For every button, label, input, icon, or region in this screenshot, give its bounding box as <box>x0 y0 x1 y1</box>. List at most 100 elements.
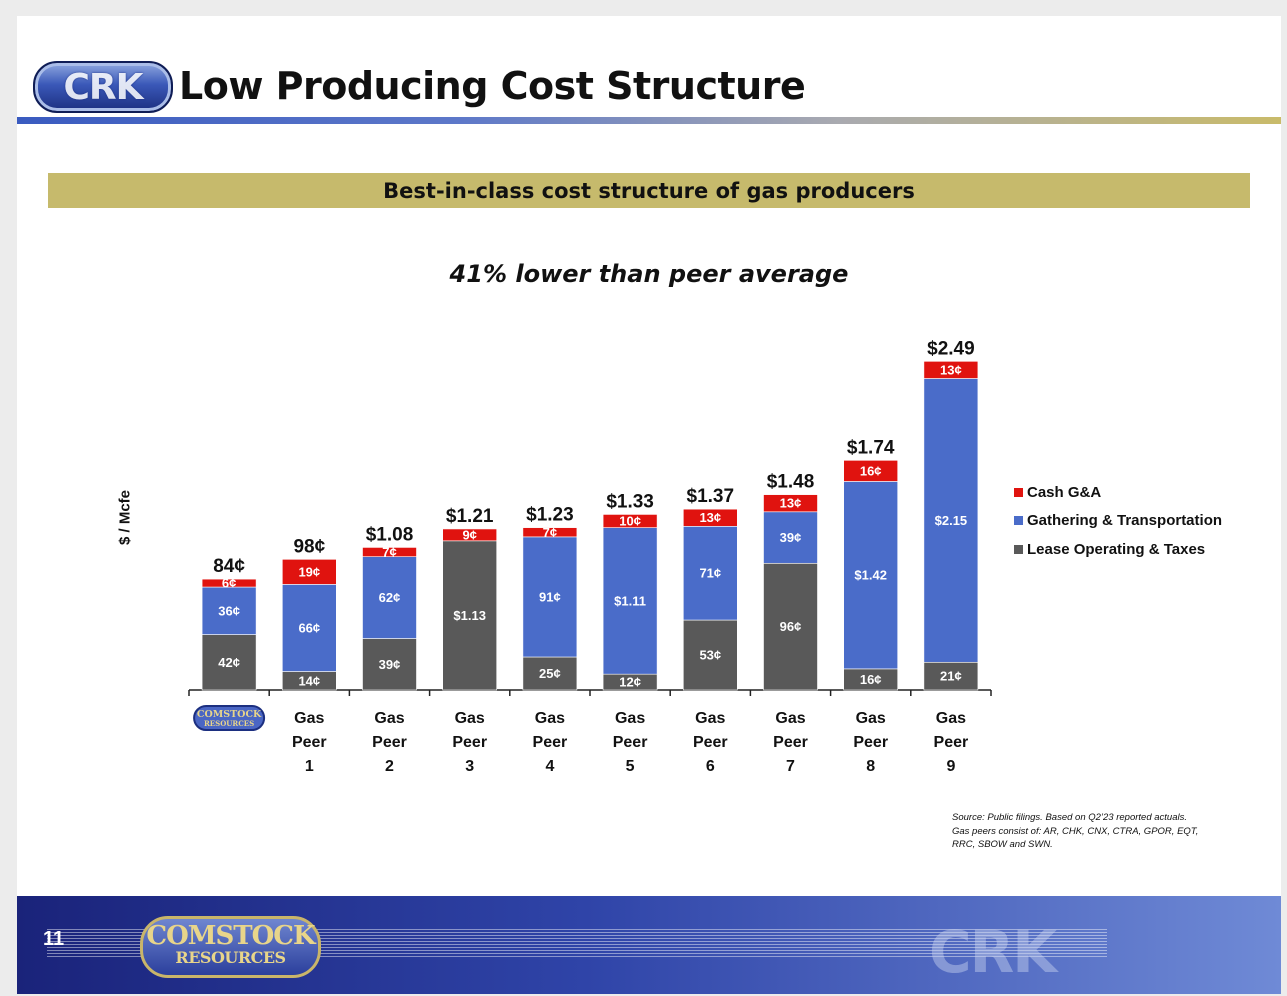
bar-segment-cash-g-a <box>281 559 337 585</box>
bar-total-label: $1.74 <box>847 437 895 458</box>
bar-segment-lease-operating-taxes <box>442 540 498 691</box>
bar-segment-label: 66¢ <box>298 620 320 635</box>
bar-segment-label: 96¢ <box>780 619 802 634</box>
category-label: 6 <box>706 758 715 775</box>
legend-swatch-cash-ga <box>1014 487 1023 497</box>
legend-item-cash-ga: Cash G&A <box>1014 478 1222 507</box>
chart-legend: Cash G&A Gathering & Transportation Leas… <box>1014 478 1222 564</box>
bar-segment-label: $1.11 <box>614 593 646 608</box>
bar-segment-gathering-transportation <box>201 586 257 635</box>
bar-segment-cash-g-a <box>201 578 257 588</box>
comstock-mini-logo <box>193 705 266 731</box>
source-line-2: Gas peers consist of: AR, CHK, CNX, CTRA… <box>952 825 1199 837</box>
bar-segment-label: 39¢ <box>780 530 802 545</box>
bar-segment-label: 62¢ <box>379 590 401 605</box>
legend-swatch-lease-operating <box>1014 544 1023 554</box>
category-label: RESOURCES <box>204 719 254 728</box>
category-label: Gas <box>535 710 565 727</box>
bar-segment-lease-operating-taxes <box>682 619 738 691</box>
legend-swatch-gathering-transportation <box>1014 516 1023 526</box>
stacked-bar-chart: 42¢36¢6¢84¢COMSTOCKRESOURCES14¢66¢19¢98¢… <box>188 338 992 775</box>
category-label: Gas <box>936 710 966 727</box>
category-label: Peer <box>292 734 327 751</box>
category-label: Peer <box>934 734 969 751</box>
slide: CRK Low Producing Cost Structure Best-in… <box>17 16 1281 994</box>
page-number: 11 <box>43 928 65 950</box>
bar-segment-cash-g-a <box>843 460 899 482</box>
bar-segment-cash-g-a <box>923 361 979 379</box>
bar-total-label: 84¢ <box>213 556 245 577</box>
category-label: 5 <box>626 758 635 775</box>
bar-segment-label: $1.13 <box>453 608 486 623</box>
comstock-logo-line1: COMSTOCK <box>146 921 315 951</box>
bar-segment-gathering-transportation <box>602 527 658 675</box>
bar-total-label: $2.49 <box>927 338 975 359</box>
category-label: 2 <box>385 758 394 775</box>
chart-subtitle: 41% lower than peer average <box>449 260 849 288</box>
bar-segment-cash-g-a <box>522 527 578 538</box>
legend-label-lease-operating: Lease Operating & Taxes <box>1027 540 1206 558</box>
category-label: Gas <box>615 710 645 727</box>
bar-total-label: $1.48 <box>767 472 815 493</box>
category-label: Peer <box>693 734 728 751</box>
bar-segment-gathering-transportation <box>281 584 337 672</box>
crk-logo: CRK <box>33 61 173 113</box>
bar-segment-label: 10¢ <box>619 514 641 529</box>
category-label: 9 <box>946 758 955 775</box>
category-label: Gas <box>856 710 886 727</box>
bar-segment-label: 53¢ <box>699 648 721 663</box>
bar-total-label: 98¢ <box>293 536 325 557</box>
category-label: Peer <box>372 734 407 751</box>
bar-segment-lease-operating-taxes <box>522 656 578 691</box>
category-label: Peer <box>452 734 487 751</box>
category-label: Gas <box>294 710 324 727</box>
crk-watermark: CRK <box>929 918 1057 986</box>
bar-segment-label: 13¢ <box>780 496 802 511</box>
bar-segment-cash-g-a <box>362 547 417 557</box>
bar-segment-label: 13¢ <box>940 362 962 377</box>
source-line-3: RRC, SBOW and SWN. <box>952 839 1053 850</box>
bar-segment-label: 39¢ <box>379 657 401 672</box>
bar-total-label: $1.33 <box>606 491 654 512</box>
bar-segment-cash-g-a <box>602 514 658 528</box>
comstock-logo-line2: RESOURCES <box>175 948 286 967</box>
source-line-1: Source: Public filings. Based on Q2’23 r… <box>952 812 1187 823</box>
bar-segment-gathering-transportation <box>522 536 578 658</box>
source-note: Source: Public filings. Based on Q2’23 r… <box>952 811 1252 852</box>
bar-segment-label: 36¢ <box>218 603 240 618</box>
category-label: 8 <box>866 758 875 775</box>
bar-segment-label: 7¢ <box>543 525 557 540</box>
category-label: Peer <box>773 734 808 751</box>
bar-segment-label: 6¢ <box>222 576 236 591</box>
category-label: Gas <box>775 710 805 727</box>
legend-item-gathering-transportation: Gathering & Transportation <box>1014 507 1222 536</box>
category-label: COMSTOCK <box>197 709 262 720</box>
category-label: Peer <box>853 734 888 751</box>
page-title: Low Producing Cost Structure <box>179 64 806 108</box>
bar-total-label: $1.23 <box>526 505 574 526</box>
bar-segment-label: 12¢ <box>619 675 641 690</box>
category-label: 3 <box>465 758 474 775</box>
category-label: 1 <box>305 758 314 775</box>
bar-segment-cash-g-a <box>682 508 738 527</box>
bar-segment-gathering-transportation <box>843 481 899 670</box>
bar-segment-label: 16¢ <box>860 463 882 478</box>
bar-total-label: $1.37 <box>687 486 735 507</box>
comstock-resources-logo: COMSTOCK RESOURCES <box>140 916 321 978</box>
legend-label-cash-ga: Cash G&A <box>1027 483 1102 501</box>
bar-segment-label: 25¢ <box>539 666 561 681</box>
bar-segment-gathering-transportation <box>763 511 818 564</box>
bar-segment-gathering-transportation <box>362 556 417 639</box>
legend-item-lease-operating: Lease Operating & Taxes <box>1014 535 1222 564</box>
bar-segment-label: $2.15 <box>935 513 968 528</box>
category-label: Peer <box>613 734 648 751</box>
bar-segment-lease-operating-taxes <box>201 634 257 691</box>
bar-segment-cash-g-a <box>442 528 498 542</box>
category-label: Gas <box>455 710 485 727</box>
bar-segment-cash-g-a <box>763 494 818 513</box>
bar-segment-label: 42¢ <box>218 655 240 670</box>
bar-segment-label: 9¢ <box>462 527 476 542</box>
legend-label-gathering-transportation: Gathering & Transportation <box>1027 512 1223 530</box>
bar-segment-label: $1.42 <box>854 568 887 583</box>
footer-bar: 11 COMSTOCK RESOURCES CRK <box>17 896 1281 994</box>
